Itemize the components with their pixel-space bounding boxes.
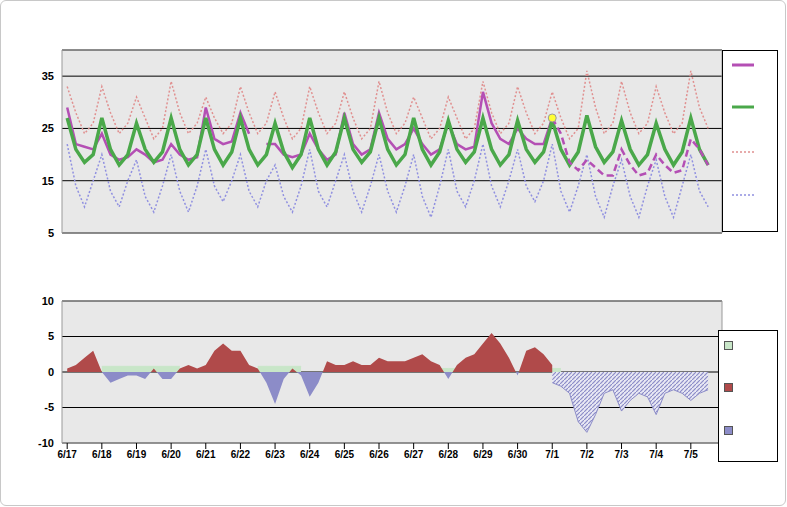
svg-text:6/21: 6/21 xyxy=(196,449,216,460)
svg-text:6/19: 6/19 xyxy=(127,449,147,460)
svg-text:15: 15 xyxy=(42,175,54,187)
svg-text:6/28: 6/28 xyxy=(439,449,459,460)
svg-text:7/2: 7/2 xyxy=(580,449,594,460)
svg-text:7/3: 7/3 xyxy=(615,449,629,460)
svg-text:7/1: 7/1 xyxy=(545,449,559,460)
svg-text:-10: -10 xyxy=(38,437,54,449)
svg-text:35: 35 xyxy=(42,70,54,82)
svg-text:6/26: 6/26 xyxy=(369,449,389,460)
svg-text:7/5: 7/5 xyxy=(684,449,698,460)
svg-text:6/27: 6/27 xyxy=(404,449,424,460)
svg-text:0: 0 xyxy=(48,366,54,378)
svg-text:6/18: 6/18 xyxy=(92,449,112,460)
svg-text:6/23: 6/23 xyxy=(265,449,285,460)
svg-text:6/25: 6/25 xyxy=(335,449,355,460)
svg-text:5: 5 xyxy=(48,330,54,342)
svg-text:6/29: 6/29 xyxy=(473,449,493,460)
svg-text:5: 5 xyxy=(48,227,54,239)
svg-text:6/22: 6/22 xyxy=(231,449,251,460)
svg-text:10: 10 xyxy=(42,295,54,307)
svg-text:-5: -5 xyxy=(44,401,54,413)
svg-text:7/4: 7/4 xyxy=(649,449,663,460)
svg-text:6/17: 6/17 xyxy=(57,449,77,460)
svg-text:6/24: 6/24 xyxy=(300,449,320,460)
svg-text:25: 25 xyxy=(42,122,54,134)
svg-text:6/20: 6/20 xyxy=(161,449,181,460)
svg-text:6/30: 6/30 xyxy=(508,449,528,460)
